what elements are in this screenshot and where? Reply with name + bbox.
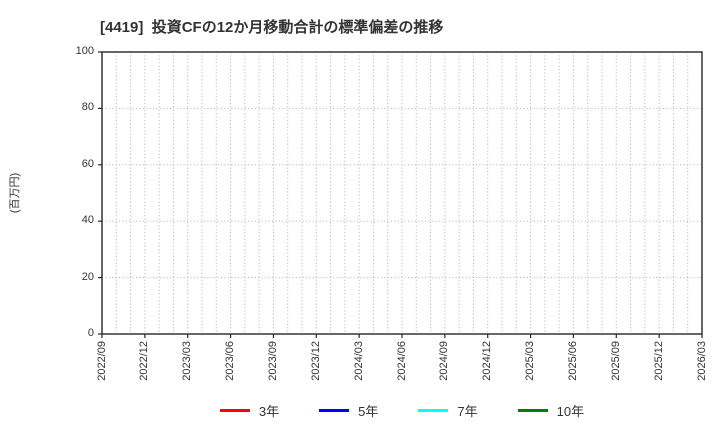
- legend-label: 5年: [358, 404, 379, 419]
- x-tick-label: 2022/12: [138, 341, 151, 381]
- x-tick-label: 2022/09: [95, 341, 108, 381]
- x-tick-label: 2023/09: [266, 341, 279, 381]
- legend-line-swatch: [219, 409, 250, 412]
- x-tick-label: 2025/09: [609, 341, 622, 381]
- x-tick-label: 2025/12: [652, 341, 665, 381]
- x-tick-label: 2025/06: [566, 341, 579, 381]
- x-tick-label: 2024/06: [395, 341, 408, 381]
- x-tick-label: 2025/03: [524, 341, 537, 381]
- legend-line-swatch: [517, 409, 548, 412]
- x-tick-label: 2024/09: [438, 341, 451, 381]
- legend-line-swatch: [319, 409, 350, 412]
- x-tick-label: 2026/03: [695, 341, 708, 381]
- legend-item: 7年: [418, 401, 478, 420]
- legend-label: 7年: [457, 404, 478, 419]
- y-tick-label: 60: [81, 157, 94, 170]
- legend-item: 10年: [517, 401, 585, 420]
- y-tick-label: 100: [75, 45, 94, 57]
- x-tick-label: 2023/12: [309, 341, 322, 381]
- y-tick-label: 40: [81, 214, 94, 227]
- legend-line-swatch: [418, 409, 449, 412]
- y-tick-label: 0: [87, 327, 94, 339]
- x-tick-label: 2024/12: [481, 341, 494, 381]
- legend-label: 10年: [556, 404, 585, 419]
- legend: 3年 5年 7年 10年: [102, 401, 702, 420]
- y-tick-label: 80: [81, 101, 94, 114]
- y-tick-label: 20: [81, 270, 94, 283]
- chart-title: [4419] 投資CFの12か月移動合計の標準偏差の推移: [100, 19, 444, 36]
- x-tick-label: 2024/03: [352, 341, 365, 381]
- axes-border: [101, 51, 703, 335]
- legend-label: 3年: [258, 404, 280, 419]
- legend-item: 5年: [319, 401, 378, 420]
- x-tick-label: 2023/03: [181, 341, 194, 381]
- x-tick-label: 2023/06: [224, 341, 237, 381]
- legend-item: 3年: [219, 401, 280, 420]
